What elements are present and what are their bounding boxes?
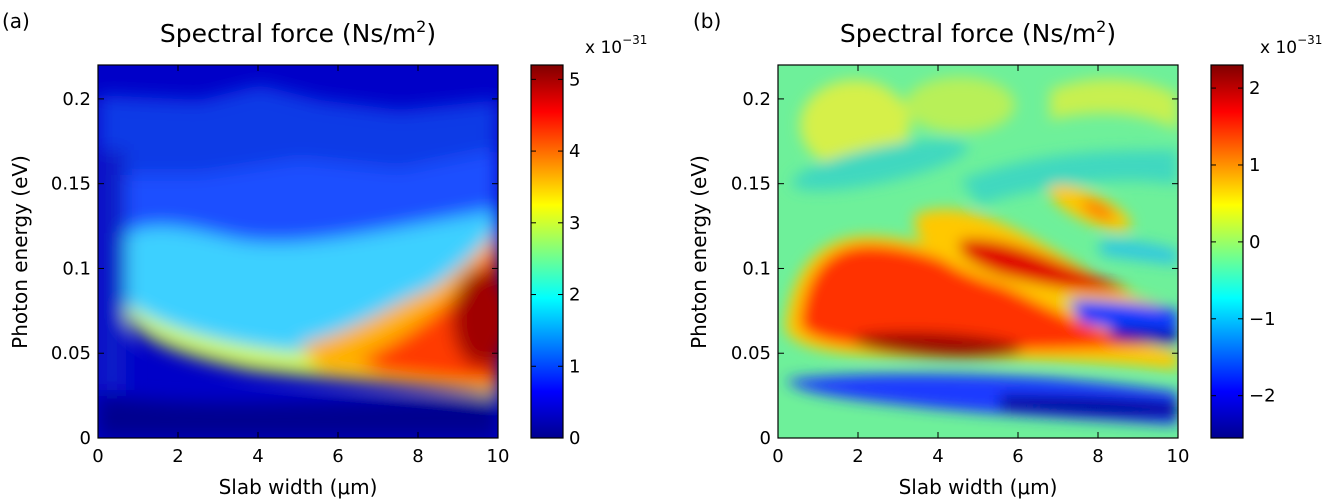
colorbar-tick-label: 1 [569,356,580,377]
y-axis-label-a: Photon energy (eV) [8,155,32,349]
y-tick-label: 0.15 [731,174,771,195]
y-tick-label: 0 [80,428,91,449]
panel-label-b: (b) [693,9,721,33]
colorbar-tick-label: 0 [1249,232,1260,253]
x-tick-label: 10 [1167,446,1190,467]
colorbar-tick-label: 2 [569,285,580,306]
colorbar-tick-label: −2 [1249,386,1276,407]
x-tick-label: 6 [332,446,343,467]
y-tick-label: 0.05 [51,343,91,364]
chart-title-a: Spectral force (Ns/m2) [160,17,436,48]
colorbar-tick-label: 2 [1249,78,1260,99]
panel-b: (b) Spectral force (Ns/m2) [687,9,1322,499]
y-tick-label: 0.05 [731,343,771,364]
heatmap-b [778,65,1178,438]
x-tick-label: 8 [1092,446,1103,467]
y-axis-a: 0 0.05 0.1 0.15 0.2 [51,89,498,449]
colorbar-a [530,64,564,439]
y-tick-label: 0.1 [62,258,91,279]
colorbar-exponent-a: x 10−31 [585,33,647,58]
y-tick-label: 0.2 [742,89,771,110]
y-tick-label: 0.2 [62,89,91,110]
colorbar-tick-label: 3 [569,213,580,234]
colorbar-tick-label: 1 [1249,155,1260,176]
plot-frame-a [97,64,499,439]
x-tick-label: 4 [252,446,263,467]
x-axis-a: 0 2 4 6 8 10 [92,65,509,467]
colorbar-tick-label: −1 [1249,309,1276,330]
colorbar-tick-label: 0 [569,428,580,449]
x-tick-label: 0 [92,446,103,467]
colorbar-exponent-b: x 10−31 [1260,33,1322,58]
y-tick-label: 0 [760,428,771,449]
colorbar-tick-label: 4 [569,141,580,162]
x-tick-label: 10 [487,446,510,467]
x-tick-label: 4 [932,446,943,467]
chart-title-b: Spectral force (Ns/m2) [840,17,1116,48]
colorbar-axis-a: 0 1 2 3 4 5 [531,69,580,449]
y-tick-label: 0.1 [742,258,771,279]
colorbar-axis-b: −2 −1 0 1 2 [1211,78,1276,407]
plot-frame-b [777,64,1179,439]
x-tick-label: 8 [412,446,423,467]
y-axis-b: 0 0.05 0.1 0.15 0.2 [731,89,1178,449]
x-axis-label-b: Slab width (μm) [899,475,1058,499]
y-axis-label-b: Photon energy (eV) [687,155,711,349]
x-tick-label: 0 [772,446,783,467]
x-tick-label: 6 [1012,446,1023,467]
x-tick-label: 2 [852,446,863,467]
colorbar-b [1210,64,1244,439]
y-tick-label: 0.15 [51,174,91,195]
x-axis-label-a: Slab width (μm) [219,475,378,499]
heatmap-a [98,65,498,438]
x-tick-label: 2 [172,446,183,467]
panel-label-a: (a) [2,9,30,33]
panel-a: (a) Spectral force (Ns/m2) 0 2 4 6 8 10 00.05… [2,9,647,499]
colorbar-tick-label: 5 [569,69,580,90]
x-axis-b: 0 2 4 6 8 10 [772,65,1189,467]
